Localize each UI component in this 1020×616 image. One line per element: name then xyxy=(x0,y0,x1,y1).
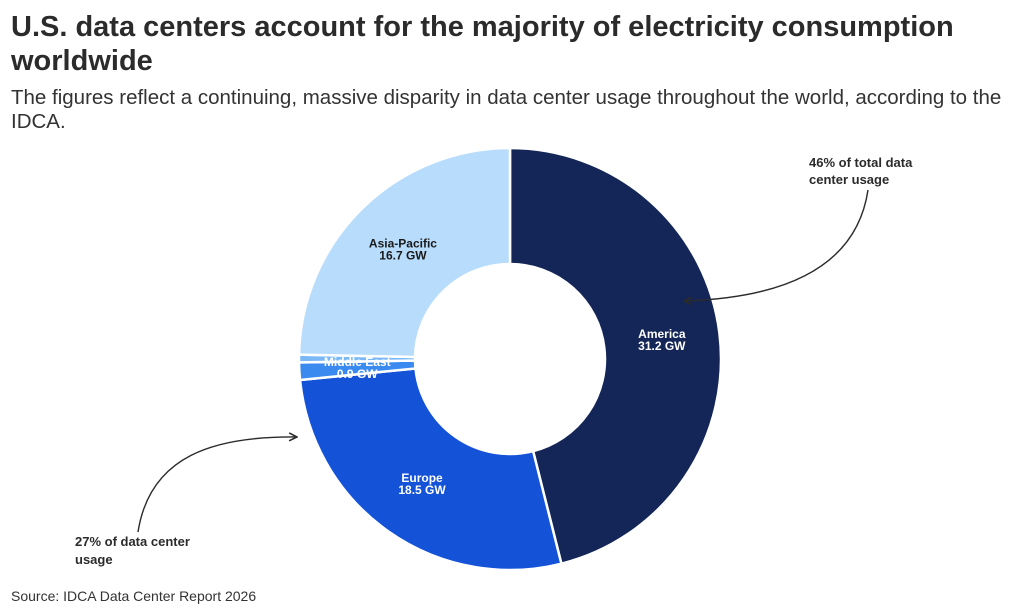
annotation-arrow-europe xyxy=(137,437,297,533)
annotation-arrow-america xyxy=(684,189,869,301)
slice-europe xyxy=(298,367,563,572)
slice-label-asia-pacific: Asia-Pacific 16.7 GW xyxy=(369,237,437,263)
chart-subtitle: The figures reflect a continuing, massiv… xyxy=(11,86,1002,133)
annotation-america: 46% of total data center usage xyxy=(809,155,916,187)
slice-label-europe: Europe 18.5 GW xyxy=(398,471,446,497)
slice-label-value: 0.9 GW xyxy=(337,367,378,381)
annotation-europe-line-2: usage xyxy=(75,552,113,567)
slice-asia-pacific xyxy=(297,146,512,359)
slice-label-name: America xyxy=(638,327,686,341)
annotation-america-line-2: center usage xyxy=(809,172,889,187)
slice-label-name: Europe xyxy=(401,471,443,485)
source-note: Source: IDCA Data Center Report 2026 xyxy=(11,588,257,604)
slice-label-name: Asia-Pacific xyxy=(369,237,437,251)
slice-america xyxy=(508,146,723,566)
slice-label-value: 31.2 GW xyxy=(638,339,686,353)
slice-label-value: 18.5 GW xyxy=(398,483,446,497)
annotation-europe-line-1: 27% of data center xyxy=(75,534,190,549)
chart-title: U.S. data centers account for the majori… xyxy=(11,11,954,77)
slice-label-middle-east: Middle East 0.9 GW xyxy=(324,355,391,381)
annotation-europe: 27% of data center usage xyxy=(75,534,194,567)
annotation-america-line-1: 46% of total data xyxy=(809,155,913,170)
slice-label-name: Middle East xyxy=(324,355,391,369)
slice-label-value: 16.7 GW xyxy=(379,249,427,263)
slice-labels: America 31.2 GW Europe 18.5 GW Middle East 0.… xyxy=(324,237,686,497)
slice-label-america: America 31.2 GW xyxy=(638,327,686,353)
donut-slices xyxy=(297,146,723,572)
